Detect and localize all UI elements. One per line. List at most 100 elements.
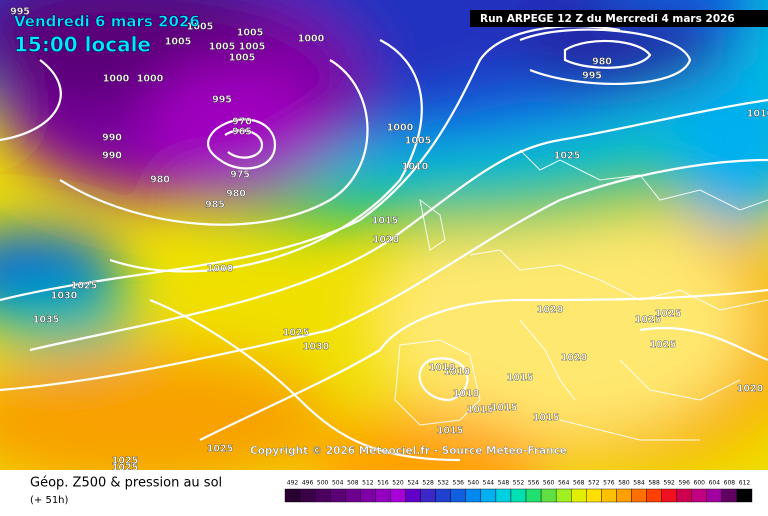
isobar-label: 1035	[33, 315, 59, 326]
colorbar-label: 536	[453, 480, 465, 487]
colorbar-label: 496	[302, 480, 314, 487]
isobar-label: 1000	[207, 264, 234, 275]
colorbar-label: 500	[317, 480, 329, 487]
colorbar-cell	[676, 488, 692, 503]
isobar-label: 1025	[112, 463, 138, 474]
isobar-label: 995	[10, 7, 30, 18]
isobar-label: 1015	[467, 405, 493, 416]
isobar-label: 1005	[239, 42, 265, 53]
isobar-label: 1025	[283, 328, 309, 339]
isobar-label: 1020	[561, 353, 588, 364]
colorbar-cell	[586, 488, 602, 503]
colorbar-cell	[555, 488, 572, 503]
colorbar-cell	[495, 488, 512, 503]
colorbar-label: 560	[543, 480, 555, 487]
isobar-label: 1000	[137, 74, 164, 85]
colorbar-label: 596	[678, 480, 690, 487]
legend-lead: (+ 51h)	[30, 495, 69, 506]
isobar-label: 1025	[635, 315, 661, 326]
isobar-label: 1010	[453, 389, 480, 400]
colorbar-cell	[375, 488, 391, 503]
isobar-label: 1010	[444, 367, 471, 378]
isobar-label: 1005	[187, 22, 213, 33]
colorbar-cell	[329, 488, 346, 503]
colorbar-cell	[480, 488, 497, 503]
isobar-label: 1025	[71, 281, 97, 292]
colorbar-cell	[450, 488, 466, 503]
copyright: Copyright © 2026 Meteociel.fr - Source M…	[250, 445, 567, 457]
colorbar-label: 540	[468, 480, 480, 487]
colorbar-cell	[736, 488, 753, 503]
isobar-label: 1005	[237, 28, 263, 39]
colorbar-label: 516	[377, 480, 389, 487]
isobar-label: 1025	[650, 340, 676, 351]
isobar-label: 1005	[405, 136, 431, 147]
isobar-label: 980	[150, 175, 170, 186]
colorbar-label: 532	[437, 480, 449, 487]
colorbar-label: 520	[392, 480, 404, 487]
colorbar-label: 568	[573, 480, 585, 487]
isobar-label: 1025	[655, 309, 681, 320]
colorbar-cell	[360, 488, 376, 503]
isobar-label: 980	[592, 57, 612, 68]
colorbar-cell	[571, 488, 587, 503]
isobar-label: 965	[232, 127, 252, 138]
colorbar-label: 548	[498, 480, 510, 487]
colorbar: 492 496 500 504 508 512 516 520 524 528 532 536 540 5…	[284, 480, 753, 503]
isobar-label: 1015	[372, 216, 398, 227]
isobar-label: 990	[102, 151, 122, 162]
colorbar-label: 504	[332, 480, 344, 487]
colorbar-label: 552	[513, 480, 525, 487]
colorbar-label: 544	[483, 480, 495, 487]
colorbar-cell	[525, 488, 542, 503]
colorbar-label: 508	[347, 480, 359, 487]
colorbar-cell	[661, 488, 677, 503]
isobar-label: 1030	[303, 342, 330, 353]
colorbar-cell	[646, 488, 662, 503]
colorbar-label: 576	[603, 480, 615, 487]
colorbar-cell	[631, 488, 647, 503]
colorbar-cell	[390, 488, 406, 503]
colorbar-cell	[345, 488, 361, 503]
colorbar-cell	[721, 488, 738, 503]
colorbar-label: 588	[648, 480, 660, 487]
colorbar-cell	[314, 488, 331, 503]
colorbar-label: 528	[422, 480, 434, 487]
isobar-label: 1010	[402, 162, 429, 173]
colorbar-label: 584	[633, 480, 645, 487]
colorbar-label: 512	[362, 480, 374, 487]
colorbar-cell	[435, 488, 451, 503]
colorbar-label: 580	[618, 480, 630, 487]
isobar-label: 1020	[737, 384, 764, 395]
isobar-label: 995	[582, 71, 602, 82]
isobar-label: 1005	[209, 42, 235, 53]
isobar-label: 980	[226, 189, 246, 200]
colorbar-cell	[405, 488, 421, 503]
isobar-label: 1010	[747, 109, 768, 120]
isobar-label: 985	[205, 200, 225, 211]
colorbar-cell	[616, 488, 632, 503]
colorbar-label: 592	[663, 480, 675, 487]
colorbar-cell	[706, 488, 723, 503]
colorbar-label: 612	[739, 480, 751, 487]
isobar-label: 1000	[298, 34, 325, 45]
isobar-label: 1025	[207, 444, 233, 455]
isobar-label: 1015	[491, 403, 517, 414]
time-label: 15:00 locale	[14, 33, 151, 57]
isobar-label: 1015	[533, 413, 559, 424]
colorbar-label: 604	[709, 480, 721, 487]
date-label: Vendredi 6 mars 2026	[14, 13, 200, 31]
isobar-label: 1005	[229, 53, 255, 64]
isobar-label: 1025	[554, 151, 580, 162]
colorbar-cell	[601, 488, 617, 503]
run-box	[470, 10, 768, 27]
legend-title: Géop. Z500 & pression au sol	[30, 476, 222, 491]
isobar-label: 1015	[437, 426, 463, 437]
isobar-label: 970	[232, 117, 252, 128]
isobar-label: 1005	[165, 37, 191, 48]
colorbar-cell	[299, 488, 316, 503]
colorbar-label: 608	[724, 480, 736, 487]
colorbar-cell	[510, 488, 527, 503]
